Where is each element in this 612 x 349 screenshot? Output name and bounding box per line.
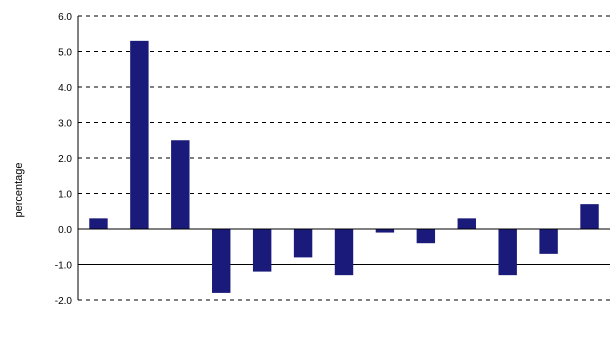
y-tick-label: 2.0: [58, 154, 72, 165]
y-tick-label: 6.0: [58, 12, 72, 23]
y-tick-label: -1.0: [55, 261, 73, 272]
bar: [293, 229, 313, 258]
bar: [498, 229, 517, 276]
y-tick-label: 3.0: [58, 119, 72, 130]
y-tick-label: 4.0: [58, 83, 72, 94]
bar: [130, 40, 149, 229]
bar: [416, 229, 436, 244]
y-tick-label: 1.0: [58, 190, 72, 201]
y-tick-label: 5.0: [58, 48, 72, 59]
bar: [171, 140, 190, 229]
bar: [212, 229, 231, 293]
bars: [89, 40, 599, 293]
bar: [457, 218, 476, 229]
bar: [539, 229, 558, 254]
gridlines: [78, 15, 610, 301]
y-tick-labels: -2.0 -1.0 0.0 1.0 2.0 3.0 4.0 5.0 6.0: [55, 12, 73, 307]
y-tick-label: 0.0: [58, 225, 72, 236]
bar: [375, 229, 395, 233]
y-axis-title: percentage: [13, 162, 25, 217]
bar: [580, 204, 599, 229]
y-tick-label: -2.0: [55, 296, 73, 307]
bar: [334, 229, 354, 276]
bar: [252, 229, 272, 272]
bar: [89, 218, 108, 229]
